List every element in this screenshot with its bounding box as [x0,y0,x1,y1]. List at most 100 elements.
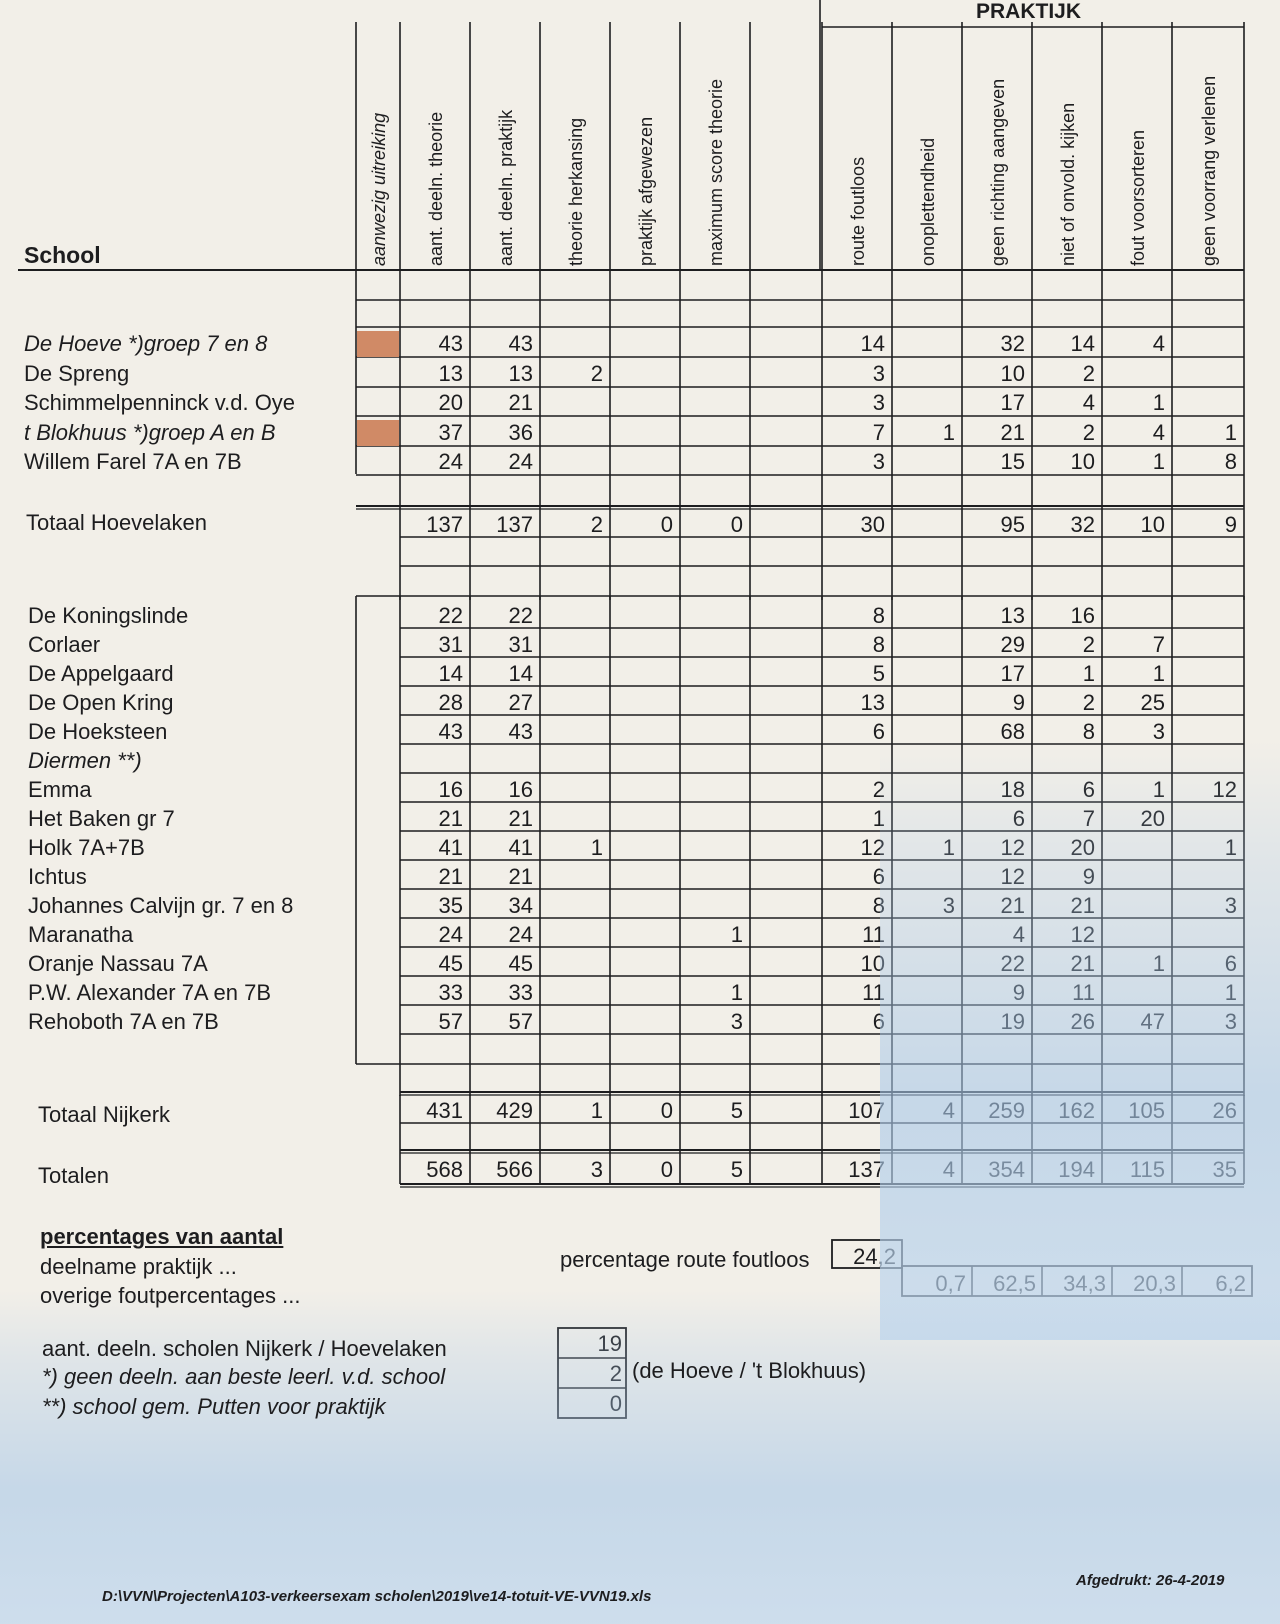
value-cell: 45 [509,951,533,976]
column-header: aanwezig uitreiking [369,113,389,266]
total-cell: 105 [1128,1098,1165,1123]
count-value: 2 [610,1361,622,1386]
total-cell: 30 [861,512,885,537]
attendance-marker [357,420,399,446]
value-cell: 6 [873,1009,885,1034]
value-cell: 3 [1225,1009,1237,1034]
column-header: route foutloos [848,157,868,266]
value-cell: 21 [1071,951,1095,976]
value-cell: 24 [509,922,533,947]
value-cell: 12 [1213,777,1237,802]
value-cell: 1 [1153,951,1165,976]
value-cell: 13 [509,361,533,386]
grand-total-cell: 115 [1130,1157,1165,1182]
value-cell: 15 [1001,449,1025,474]
value-cell: 1 [731,922,743,947]
value-cell: 12 [1001,835,1025,860]
value-cell: 1 [873,806,885,831]
value-cell: 57 [439,1009,463,1034]
column-header: aant. deeln. theorie [426,112,446,266]
count-value: 19 [598,1331,622,1356]
value-cell: 37 [439,420,463,445]
route-percentage-value: 24,2 [853,1244,896,1269]
column-header: geen richting aangeven [988,79,1008,266]
value-cell: 2 [1083,361,1095,386]
column-header: niet of onvold. kijken [1058,103,1078,266]
value-cell: 1 [1225,420,1237,445]
grand-total-label: Totalen [38,1163,109,1188]
counts-line-2: *) geen deeln. aan beste leerl. v.d. sch… [42,1364,446,1389]
value-cell: 13 [861,690,885,715]
value-cell: 57 [509,1009,533,1034]
value-cell: 13 [439,361,463,386]
school-name: Corlaer [28,632,100,657]
value-cell: 13 [1001,603,1025,628]
total-cell: 2 [591,512,603,537]
value-cell: 33 [509,980,533,1005]
school-name: Willem Farel 7A en 7B [24,449,242,474]
value-cell: 36 [509,420,533,445]
counts-line-3: **) school gem. Putten voor praktijk [42,1394,386,1419]
value-cell: 26 [1071,1009,1095,1034]
value-cell: 8 [873,893,885,918]
grand-total-cell: 3 [591,1157,603,1182]
value-cell: 1 [1225,980,1237,1005]
column-header: maximum score theorie [706,79,726,266]
value-cell: 1 [1153,777,1165,802]
school-name: Holk 7A+7B [28,835,145,860]
total-cell: 1 [591,1098,603,1123]
total-cell: 0 [661,1098,673,1123]
value-cell: 21 [439,864,463,889]
value-cell: 10 [1001,361,1025,386]
school-name: t Blokhuus *)groep A en B [24,420,276,445]
value-cell: 21 [509,806,533,831]
value-cell: 9 [1013,690,1025,715]
error-percentage-value: 62,5 [993,1271,1036,1296]
school-name: Schimmelpenninck v.d. Oye [24,390,295,415]
value-cell: 31 [439,632,463,657]
school-name: De Open Kring [28,690,174,715]
value-cell: 68 [1001,719,1025,744]
value-cell: 21 [509,864,533,889]
grand-total-cell: 354 [988,1157,1025,1182]
value-cell: 9 [1013,980,1025,1005]
value-cell: 12 [861,835,885,860]
value-cell: 24 [439,449,463,474]
school-name: Ichtus [28,864,87,889]
value-cell: 21 [1001,893,1025,918]
percentages-heading: percentages van aantal [40,1224,284,1249]
value-cell: 8 [873,603,885,628]
value-cell: 10 [1071,449,1095,474]
value-cell: 22 [1001,951,1025,976]
route-percentage-label: percentage route foutloos [560,1247,810,1272]
value-cell: 17 [1001,390,1025,415]
value-cell: 1 [1225,835,1237,860]
school-name: De Hoeksteen [28,719,167,744]
value-cell: 34 [509,893,533,918]
value-cell: 9 [1083,864,1095,889]
value-cell: 20 [439,390,463,415]
error-percentage-value: 0,7 [935,1271,966,1296]
value-cell: 33 [439,980,463,1005]
column-header: theorie herkansing [566,118,586,266]
value-cell: 43 [439,331,463,356]
value-cell: 16 [509,777,533,802]
total-cell: 0 [661,512,673,537]
value-cell: 10 [861,951,885,976]
value-cell: 14 [861,331,885,356]
value-cell: 27 [509,690,533,715]
value-cell: 3 [873,449,885,474]
value-cell: 41 [439,835,463,860]
counts-note: (de Hoeve / 't Blokhuus) [632,1358,867,1383]
value-cell: 2 [591,361,603,386]
total-cell: 259 [988,1098,1025,1123]
value-cell: 1 [1153,390,1165,415]
value-cell: 24 [439,922,463,947]
value-cell: 14 [439,661,463,686]
value-cell: 8 [1083,719,1095,744]
value-cell: 1 [731,980,743,1005]
value-cell: 14 [509,661,533,686]
praktijk-header: PRAKTIJK [976,0,1082,23]
value-cell: 7 [873,420,885,445]
